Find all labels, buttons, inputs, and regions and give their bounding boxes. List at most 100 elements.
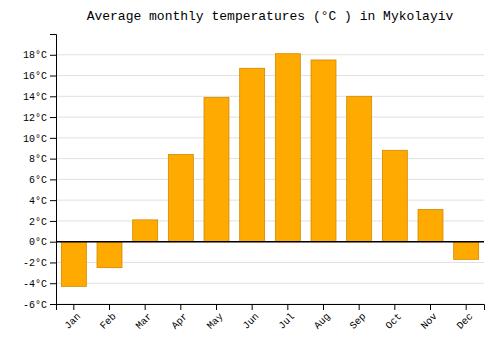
tick-label: -4°C [23,279,47,290]
tick-mark [50,179,56,180]
x-axis: Jan Feb Mar Apr May Jun Jul Aug Sep Oct Nov Dec [57,304,485,332]
tick-label: 8°C [29,154,47,165]
tick: 0°C [29,237,56,248]
grid-line [56,137,484,138]
tick-mark [359,304,360,310]
bars [56,54,484,287]
tick-label: 18°C [23,50,47,61]
tick: Jan [63,304,84,332]
tick-label: Feb [98,311,119,332]
bar [61,242,86,287]
tick-label: 10°C [23,134,47,145]
chart: -6°C -4°C -2°C 0°C 2°C 4°C 6°C 8°C 10°C 12°C 14°C 1… [0,0,500,350]
tick: 14°C [23,92,56,103]
bar [133,220,158,242]
tick-mark [50,55,56,56]
bar [240,68,265,241]
tick-label: Dec [455,311,476,332]
tick-mark [50,283,56,284]
tick-mark [216,304,217,310]
tick: 8°C [29,154,56,165]
tick: Mar [134,304,155,332]
tick-mark [466,304,467,310]
tick-label: -6°C [23,300,47,311]
tick-label: Jul [277,311,298,332]
tick-mark [145,304,146,310]
grid-line [56,179,484,180]
grid-line [56,241,484,242]
bar [382,150,407,241]
y-axis: -6°C -4°C -2°C 0°C 2°C 4°C 6°C 8°C 10°C 12°C 14°C 1… [23,35,57,311]
tick-mark [73,304,74,310]
tick: Jun [241,304,262,332]
grid [56,55,484,304]
tick: Feb [98,304,119,332]
tick: 10°C [23,134,56,145]
bar [347,96,372,241]
bar [204,97,229,241]
tick-mark [50,117,56,118]
tick: 4°C [29,196,56,207]
tick-label: May [205,311,226,332]
tick-mark [252,304,253,310]
bar [275,54,300,242]
tick-mark [50,138,56,139]
tick: -6°C [23,300,56,311]
tick-label: 6°C [29,175,47,186]
bar [97,242,122,268]
tick-label: Apr [170,311,191,332]
tick-mark [180,304,181,310]
bar [454,242,479,260]
tick-mark [50,304,56,305]
grid-line [56,283,484,284]
title: Average monthly temperatures (°C ) in My… [87,9,454,24]
grid-line [56,54,484,55]
tick-mark [50,76,56,77]
grid-line [56,200,484,201]
bar [311,60,336,242]
tick: 12°C [23,113,56,124]
tick-label: Mar [134,311,155,332]
tick-label: 2°C [29,217,47,228]
tick: Nov [419,304,440,332]
axis-line [50,35,57,305]
tick-mark [287,304,288,310]
tick-label: 0°C [29,237,47,248]
zero-line [56,241,484,243]
tick: Apr [170,304,191,332]
tick: Aug [312,304,333,332]
tick-label: 14°C [23,92,47,103]
tick-label: 4°C [29,196,47,207]
tick: -4°C [23,279,56,290]
grid-line [56,158,484,159]
grid-line [56,75,484,76]
tick-label: Oct [384,311,405,332]
tick: 6°C [29,175,56,186]
bar [168,154,193,241]
tick-mark [50,221,56,222]
tick: Jul [277,304,298,332]
tick-mark [50,262,56,263]
tick-mark [323,304,324,310]
axis-line [57,305,485,311]
tick-label: Nov [419,311,440,332]
tick-mark [50,96,56,97]
tick: 2°C [29,217,56,228]
tick-mark [430,304,431,310]
tick-mark [109,304,110,310]
tick-label: Sep [348,311,369,332]
tick-mark [394,304,395,310]
tick: Oct [384,304,405,332]
tick-label: Aug [312,311,333,332]
tick-label: 12°C [23,113,47,124]
tick-mark [50,159,56,160]
tick-label: Jun [241,311,262,332]
tick: May [205,304,226,332]
grid-line [56,96,484,97]
tick-label: 16°C [23,71,47,82]
bar [418,210,443,242]
tick-mark [50,242,56,243]
tick: -2°C [23,258,56,269]
grid-line [56,117,484,118]
tick: 18°C [23,50,56,61]
